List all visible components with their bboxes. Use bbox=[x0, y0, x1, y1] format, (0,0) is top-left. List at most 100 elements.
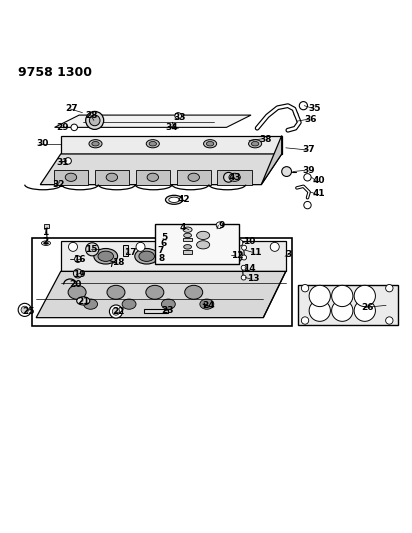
Text: 22: 22 bbox=[112, 307, 124, 316]
Circle shape bbox=[304, 201, 311, 209]
Text: 28: 28 bbox=[85, 110, 98, 119]
Ellipse shape bbox=[200, 299, 214, 309]
Circle shape bbox=[354, 285, 375, 306]
Circle shape bbox=[301, 317, 309, 324]
Ellipse shape bbox=[251, 141, 259, 146]
Text: 1: 1 bbox=[42, 229, 49, 237]
Circle shape bbox=[299, 102, 307, 110]
Text: 27: 27 bbox=[65, 104, 77, 114]
Text: 12: 12 bbox=[231, 251, 243, 260]
Ellipse shape bbox=[162, 299, 176, 309]
Polygon shape bbox=[298, 285, 398, 325]
Circle shape bbox=[241, 265, 246, 270]
Ellipse shape bbox=[204, 140, 217, 148]
Ellipse shape bbox=[147, 173, 159, 181]
Text: 37: 37 bbox=[302, 146, 315, 155]
Circle shape bbox=[206, 243, 215, 252]
Ellipse shape bbox=[178, 248, 201, 264]
Text: 29: 29 bbox=[56, 123, 69, 132]
Ellipse shape bbox=[65, 173, 77, 181]
Ellipse shape bbox=[184, 233, 192, 238]
Text: 24: 24 bbox=[202, 301, 215, 310]
Text: 15: 15 bbox=[85, 245, 98, 254]
Text: 42: 42 bbox=[177, 195, 190, 204]
Circle shape bbox=[73, 269, 82, 278]
Text: 19: 19 bbox=[73, 270, 86, 279]
Text: 20: 20 bbox=[69, 280, 81, 289]
Circle shape bbox=[332, 300, 353, 321]
Ellipse shape bbox=[223, 251, 238, 261]
Circle shape bbox=[304, 174, 311, 181]
Ellipse shape bbox=[184, 245, 192, 249]
Circle shape bbox=[241, 255, 246, 260]
Ellipse shape bbox=[219, 248, 242, 264]
Circle shape bbox=[301, 285, 309, 292]
Text: 10: 10 bbox=[243, 237, 255, 246]
Circle shape bbox=[71, 124, 77, 131]
Circle shape bbox=[332, 285, 353, 306]
Polygon shape bbox=[36, 271, 286, 318]
Bar bbox=[123, 245, 128, 256]
Ellipse shape bbox=[166, 195, 183, 204]
Text: 35: 35 bbox=[308, 104, 321, 114]
Bar bbox=[155, 224, 239, 264]
Circle shape bbox=[241, 275, 246, 280]
Circle shape bbox=[270, 243, 279, 252]
Ellipse shape bbox=[106, 173, 117, 181]
Circle shape bbox=[86, 111, 104, 130]
Ellipse shape bbox=[68, 285, 86, 299]
Ellipse shape bbox=[77, 297, 90, 305]
Ellipse shape bbox=[98, 251, 114, 261]
Circle shape bbox=[89, 115, 100, 126]
Text: 5: 5 bbox=[161, 232, 167, 241]
Ellipse shape bbox=[146, 285, 164, 299]
Text: 18: 18 bbox=[112, 258, 124, 267]
Polygon shape bbox=[54, 115, 251, 127]
Text: 9758 1300: 9758 1300 bbox=[18, 66, 92, 79]
Circle shape bbox=[175, 112, 181, 119]
Polygon shape bbox=[136, 171, 170, 184]
Text: 36: 36 bbox=[304, 115, 317, 124]
Circle shape bbox=[136, 243, 145, 252]
Circle shape bbox=[386, 317, 393, 324]
Ellipse shape bbox=[146, 140, 159, 148]
Bar bbox=[144, 309, 168, 313]
Ellipse shape bbox=[107, 285, 125, 299]
Polygon shape bbox=[261, 135, 282, 184]
Ellipse shape bbox=[185, 285, 203, 299]
Polygon shape bbox=[40, 154, 282, 184]
Text: 7: 7 bbox=[157, 246, 163, 255]
Circle shape bbox=[75, 256, 81, 262]
Ellipse shape bbox=[248, 140, 262, 148]
Ellipse shape bbox=[44, 242, 48, 245]
Text: 31: 31 bbox=[56, 158, 69, 167]
Text: 43: 43 bbox=[229, 173, 241, 182]
Ellipse shape bbox=[229, 173, 240, 181]
Ellipse shape bbox=[182, 251, 197, 261]
Ellipse shape bbox=[169, 197, 179, 203]
Circle shape bbox=[21, 306, 28, 313]
Polygon shape bbox=[176, 171, 211, 184]
Circle shape bbox=[309, 285, 330, 306]
Ellipse shape bbox=[183, 227, 192, 232]
Polygon shape bbox=[54, 171, 88, 184]
Text: 33: 33 bbox=[173, 112, 186, 122]
Circle shape bbox=[18, 303, 31, 317]
Text: 41: 41 bbox=[312, 189, 325, 198]
Ellipse shape bbox=[139, 251, 154, 261]
Text: 17: 17 bbox=[124, 248, 137, 257]
Polygon shape bbox=[61, 135, 282, 154]
Bar bbox=[183, 250, 192, 254]
Text: 4: 4 bbox=[179, 223, 186, 232]
Text: 16: 16 bbox=[73, 255, 86, 264]
Circle shape bbox=[241, 245, 246, 250]
Text: 14: 14 bbox=[243, 264, 255, 273]
Polygon shape bbox=[218, 171, 252, 184]
Text: 34: 34 bbox=[165, 123, 178, 132]
Text: 32: 32 bbox=[53, 180, 65, 189]
Polygon shape bbox=[263, 271, 286, 318]
Text: 9: 9 bbox=[218, 221, 225, 230]
Text: 11: 11 bbox=[249, 248, 262, 257]
Polygon shape bbox=[95, 171, 129, 184]
Circle shape bbox=[282, 167, 292, 176]
